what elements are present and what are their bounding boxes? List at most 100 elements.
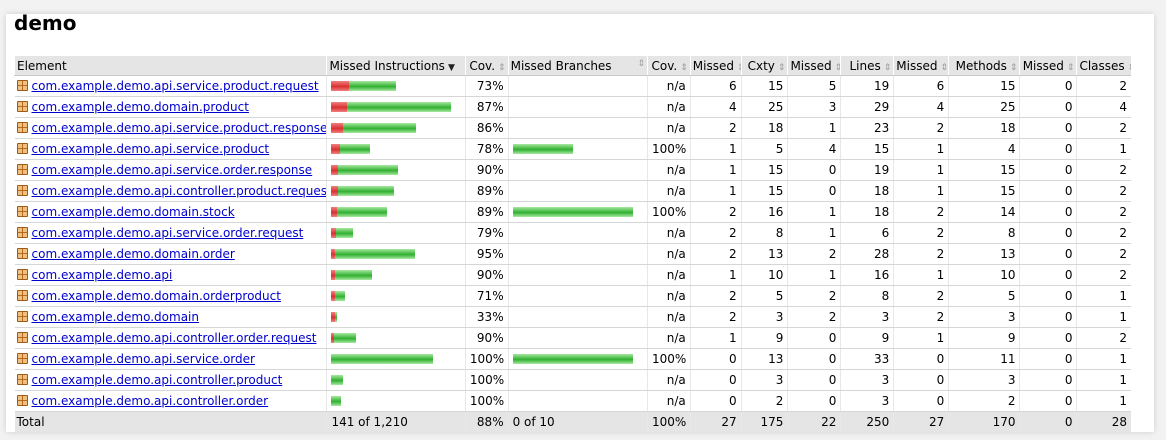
col-missed-lines[interactable]: Missed⇕ xyxy=(787,56,841,76)
lines: 23 xyxy=(840,117,894,139)
branches-coverage: n/a xyxy=(647,117,691,139)
classes: 1 xyxy=(1076,390,1131,412)
covered-instructions-bar xyxy=(331,375,344,385)
missed-lines: 2 xyxy=(787,306,841,328)
missed-classes: 0 xyxy=(1019,75,1077,97)
missed-classes: 0 xyxy=(1019,159,1077,181)
package-icon xyxy=(16,353,28,364)
missed-methods: 2 xyxy=(893,306,949,328)
instructions-bar-cell xyxy=(326,243,466,265)
element-cell: com.example.demo.api.controller.product.… xyxy=(14,180,327,202)
lines: 9 xyxy=(840,327,894,349)
classes: 2 xyxy=(1076,327,1131,349)
col-methods[interactable]: Methods ⇕ xyxy=(948,56,1020,76)
package-link[interactable]: com.example.demo.domain.stock xyxy=(31,205,235,219)
branches-coverage: n/a xyxy=(647,390,691,412)
package-link[interactable]: com.example.demo.api.controller.product.… xyxy=(31,184,327,198)
missed-lines: 0 xyxy=(787,348,841,370)
element-cell: com.example.demo.domain.stock xyxy=(14,201,327,223)
cxty: 5 xyxy=(740,285,788,307)
branches-bar-cell xyxy=(507,390,648,412)
table-row: com.example.demo.api 90% n/a 1 10 1 16 1 10 0 2 xyxy=(14,264,1131,286)
package-icon xyxy=(16,206,28,217)
package-icon xyxy=(16,248,28,259)
covered-branches-bar xyxy=(512,354,633,364)
col-missed-methods[interactable]: Missed ⇕ xyxy=(893,56,949,76)
package-link[interactable]: com.example.demo.api.service.product xyxy=(31,142,270,156)
missed-lines: 3 xyxy=(787,96,841,118)
col-missed-branches[interactable]: Missed Branches ⇕ xyxy=(507,56,648,76)
methods: 9 xyxy=(948,327,1020,349)
missed-cxty: 0 xyxy=(689,390,742,412)
lines: 6 xyxy=(840,222,894,244)
col-element[interactable]: Element xyxy=(13,56,327,76)
col-cov-instructions[interactable]: Cov. ⇕ xyxy=(464,56,509,76)
package-link[interactable]: com.example.demo.api.controller.product xyxy=(31,373,283,387)
instructions-bar-cell xyxy=(326,264,466,286)
branches-bar-cell xyxy=(507,180,648,202)
instructions-coverage: 86% xyxy=(464,117,509,139)
instructions-bar-cell xyxy=(326,390,466,412)
package-link[interactable]: com.example.demo.domain.order xyxy=(31,247,235,261)
instructions-coverage: 89% xyxy=(464,180,509,202)
missed-cxty: 6 xyxy=(689,75,742,97)
col-classes[interactable]: Classes⇕ xyxy=(1076,56,1131,76)
branches-bar-cell xyxy=(507,369,648,391)
package-icon xyxy=(16,227,28,238)
missed-methods: 2 xyxy=(893,243,949,265)
col-missed-classes[interactable]: Missed ⇕ xyxy=(1019,56,1077,76)
package-link[interactable]: com.example.demo.api.service.order.reque… xyxy=(31,226,304,240)
col-missed-instructions[interactable]: Missed Instructions ▼ xyxy=(326,56,466,76)
table-row: com.example.demo.api.controller.order.re… xyxy=(14,327,1131,349)
cxty: 15 xyxy=(740,75,788,97)
lines: 3 xyxy=(840,369,894,391)
instructions-coverage: 79% xyxy=(464,222,509,244)
covered-instructions-bar xyxy=(336,228,354,238)
package-link[interactable]: com.example.demo.api.controller.order.re… xyxy=(31,331,317,345)
branches-coverage: n/a xyxy=(647,222,691,244)
classes: 1 xyxy=(1076,285,1131,307)
missed-cxty: 0 xyxy=(689,348,742,370)
package-icon xyxy=(16,374,28,385)
col-missed-cxty[interactable]: Missed⇕ xyxy=(689,56,742,76)
col-cov-branches[interactable]: Cov. ⇕ xyxy=(647,56,691,76)
table-row: com.example.demo.api.controller.product 1… xyxy=(14,369,1131,391)
methods: 3 xyxy=(948,369,1020,391)
package-link[interactable]: com.example.demo.api.service.product.req… xyxy=(31,79,319,93)
package-link[interactable]: com.example.demo.api.service.order xyxy=(31,352,255,366)
missed-instructions-bar xyxy=(331,144,341,154)
missed-instructions-bar xyxy=(331,81,350,91)
total-missed-classes: 0 xyxy=(1019,411,1077,432)
missed-cxty: 2 xyxy=(689,222,742,244)
total-instructions: 141 of 1,210 xyxy=(326,411,466,432)
total-instr-cov: 88% xyxy=(464,411,509,432)
table-row: com.example.demo.api.service.order 100% 10… xyxy=(14,348,1131,370)
instructions-coverage: 90% xyxy=(464,264,509,286)
element-cell: com.example.demo.domain xyxy=(14,306,327,328)
package-link[interactable]: com.example.demo.domain.orderproduct xyxy=(31,289,281,303)
methods: 10 xyxy=(948,264,1020,286)
col-cxty[interactable]: Cxty ⇕ xyxy=(740,56,788,76)
classes: 2 xyxy=(1076,180,1131,202)
element-cell: com.example.demo.api xyxy=(14,264,327,286)
package-link[interactable]: com.example.demo.domain xyxy=(31,310,199,324)
total-cxty: 175 xyxy=(740,411,788,432)
sort-icon: ⇕ xyxy=(1009,62,1018,73)
instructions-bar-cell xyxy=(326,201,466,223)
missed-lines: 0 xyxy=(787,180,841,202)
package-link[interactable]: com.example.demo.api.controller.order xyxy=(31,394,269,408)
sort-desc-icon: ▼ xyxy=(447,62,455,73)
branches-bar-cell xyxy=(507,75,648,97)
missed-cxty: 2 xyxy=(689,306,742,328)
package-link[interactable]: com.example.demo.api.service.order.respo… xyxy=(31,163,313,177)
package-link[interactable]: com.example.demo.api.service.product.res… xyxy=(31,121,327,135)
classes: 2 xyxy=(1076,201,1131,223)
missed-classes: 0 xyxy=(1019,327,1077,349)
missed-lines: 1 xyxy=(787,117,841,139)
package-link[interactable]: com.example.demo.domain.product xyxy=(31,100,249,114)
methods: 18 xyxy=(948,117,1020,139)
branches-coverage: n/a xyxy=(647,306,691,328)
package-link[interactable]: com.example.demo.api xyxy=(31,268,173,282)
element-cell: com.example.demo.api.service.order.respo… xyxy=(14,159,327,181)
col-lines[interactable]: Lines ⇕ xyxy=(840,56,894,76)
